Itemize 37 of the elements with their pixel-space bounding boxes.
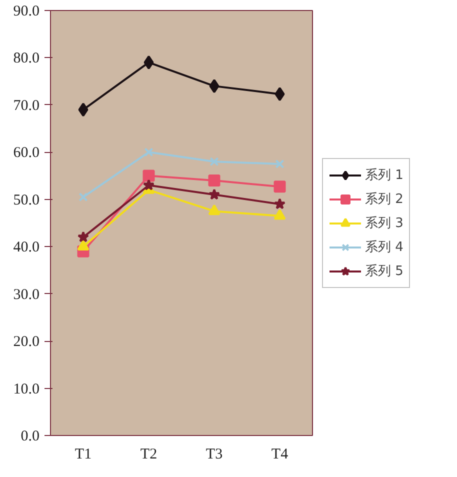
legend-label: 系列 2 <box>365 190 404 208</box>
point <box>142 170 155 182</box>
x-tick-label: T3 <box>206 446 223 462</box>
legend-label: 系列 4 <box>365 238 404 256</box>
x-tick-label: T4 <box>271 446 289 462</box>
point <box>274 198 286 210</box>
legend-label: 系列 3 <box>365 214 404 232</box>
y-tick-label: 70.0 <box>13 98 40 114</box>
point <box>77 240 90 250</box>
point <box>274 180 286 193</box>
x-tick-label: T1 <box>74 446 92 462</box>
point <box>274 87 285 102</box>
point <box>144 55 154 70</box>
point <box>208 188 220 200</box>
point <box>210 157 219 166</box>
point <box>77 231 90 242</box>
point <box>142 179 155 190</box>
x-tick-label: T2 <box>140 446 158 462</box>
legend-label: 系列 1 <box>365 166 404 184</box>
y-tick-label: 40.0 <box>13 240 40 256</box>
point <box>274 209 286 220</box>
y-tick-label: 30.0 <box>13 286 40 303</box>
point <box>209 79 220 94</box>
point <box>78 192 88 202</box>
y-tick-label: 0.0 <box>20 428 40 444</box>
y-tick-label: 50.0 <box>13 192 40 208</box>
y-tick-label: 10.0 <box>13 381 40 398</box>
y-tick-label: 90.0 <box>13 4 40 20</box>
point <box>208 204 220 216</box>
point <box>275 159 284 169</box>
y-tick-label: 60.0 <box>13 145 40 162</box>
point <box>144 148 154 157</box>
point <box>208 174 220 186</box>
legend-label: 系列 5 <box>365 262 404 280</box>
y-tick-label: 20.0 <box>13 334 40 350</box>
point <box>78 102 88 117</box>
y-tick-label: 80.0 <box>13 50 40 67</box>
